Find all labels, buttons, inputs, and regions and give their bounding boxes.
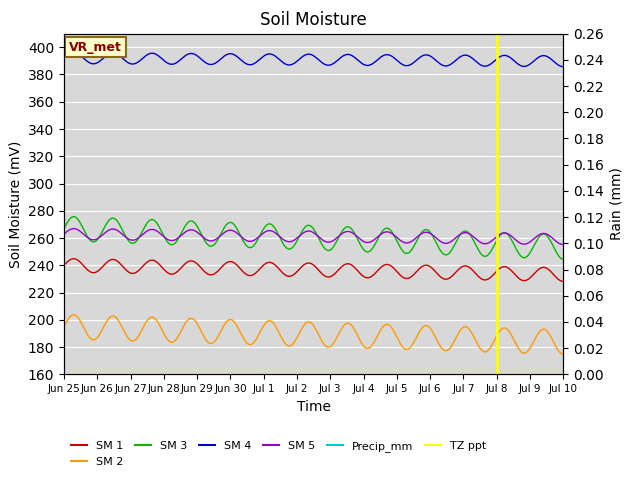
- Text: VR_met: VR_met: [69, 41, 122, 54]
- Y-axis label: Soil Moisture (mV): Soil Moisture (mV): [8, 140, 22, 268]
- Title: Soil Moisture: Soil Moisture: [260, 11, 367, 29]
- Y-axis label: Rain (mm): Rain (mm): [609, 168, 623, 240]
- X-axis label: Time: Time: [296, 400, 331, 414]
- Legend: SM 1, SM 2, SM 3, SM 4, SM 5, Precip_mm, TZ ppt: SM 1, SM 2, SM 3, SM 4, SM 5, Precip_mm,…: [67, 437, 491, 471]
